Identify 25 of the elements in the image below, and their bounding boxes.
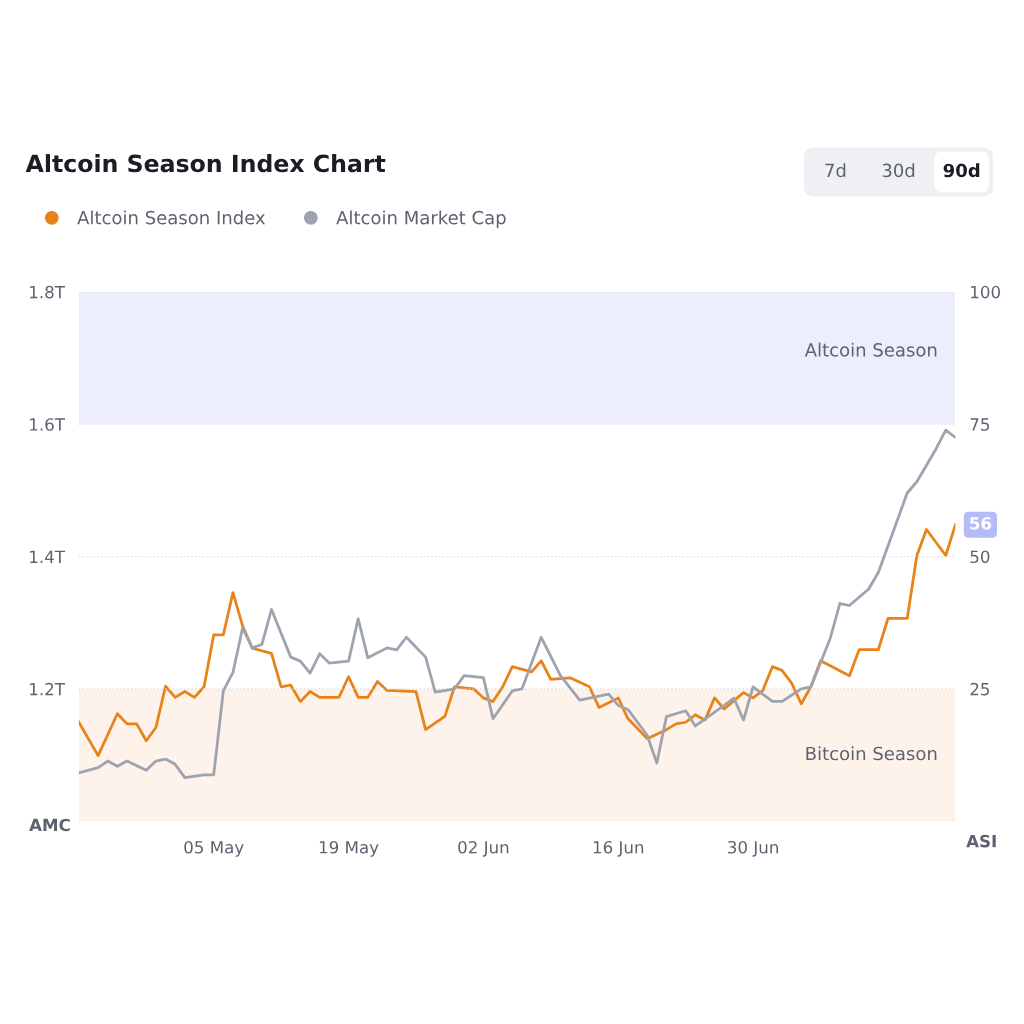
chart-title: Altcoin Season Index Chart	[25, 154, 386, 173]
line-series	[78, 428, 956, 779]
text: 7d	[825, 163, 846, 178]
y-tick-label: 1.2T	[30, 682, 66, 696]
x-tick-label: 30 Jun	[728, 840, 778, 857]
x-tick-label: 02 Jun	[458, 840, 509, 857]
y2-tick-label: 50	[970, 550, 990, 564]
band-label: Altcoin Season	[804, 342, 937, 357]
legend-label: Altcoin Market Cap	[336, 210, 506, 228]
text: 90d	[943, 163, 980, 178]
band-label: Bitcoin Season	[806, 746, 937, 761]
data-label: 56	[970, 517, 992, 530]
text: 30d	[882, 163, 915, 178]
y-tick-label: 1.6T	[30, 418, 66, 431]
y2-tick-label: 100	[971, 285, 1000, 299]
y-tick-label: 1.4T	[30, 550, 66, 563]
x-tick-label: 19 May	[319, 840, 379, 857]
x-tick-label: 16 Jun	[593, 840, 644, 857]
y2-axis-title: ASI	[966, 834, 996, 848]
y2-tick-label: 25	[970, 682, 990, 696]
y-tick-label: 1.8T	[30, 285, 66, 299]
x-tick-label: 05 May	[184, 840, 244, 857]
y2-tick-label: 75	[970, 418, 990, 431]
y-axis-title: AMC	[29, 818, 70, 832]
legend-label: Altcoin Season Index	[77, 210, 266, 225]
